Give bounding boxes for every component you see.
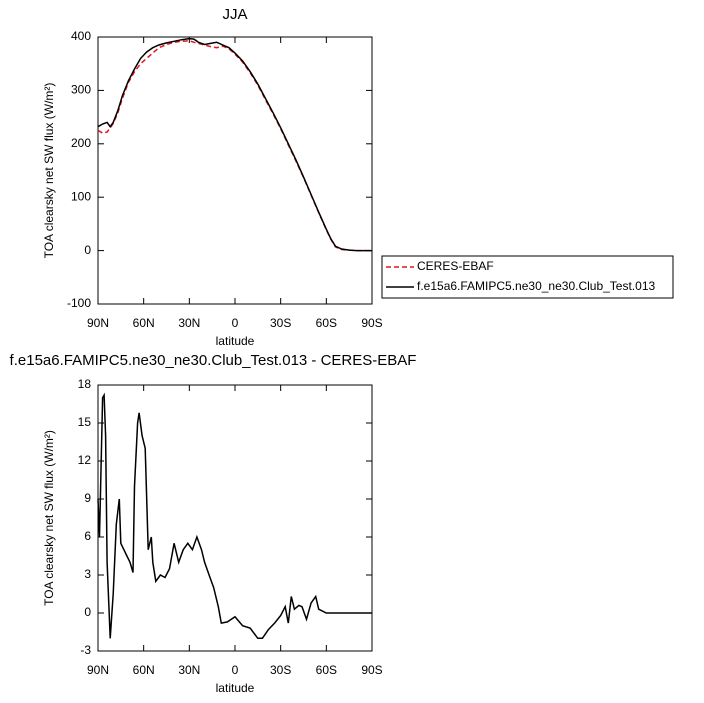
y-tick-label: 6: [84, 529, 91, 543]
legend-box: [381, 255, 674, 299]
y-tick-label: 18: [78, 377, 92, 391]
y-tick-label: -3: [80, 643, 91, 657]
legend-label: f.e15a6.FAMIPC5.ne30_ne30.Club_Test.013: [417, 279, 655, 293]
x-axis-label: latitude: [216, 334, 255, 348]
y-tick-label: 0: [84, 605, 91, 619]
plot-frame: [97, 384, 373, 652]
y-tick-label: 300: [71, 83, 91, 97]
x-tick-label: 90S: [361, 663, 382, 677]
y-tick-label: 400: [71, 29, 91, 43]
y-tick-label: -100: [67, 296, 91, 310]
x-tick-label: 90S: [361, 316, 382, 330]
legend-label: CERES-EBAF: [417, 259, 494, 273]
x-axis-label: latitude: [216, 681, 255, 695]
y-tick-label: 3: [84, 567, 91, 581]
chart-title: JJA: [222, 6, 247, 23]
y-tick-label: 12: [78, 453, 92, 467]
x-tick-label: 0: [232, 316, 239, 330]
x-tick-label: 60N: [133, 663, 155, 677]
x-tick-label: 0: [232, 663, 239, 677]
x-tick-label: 60S: [316, 316, 337, 330]
y-axis-label: TOA clearsky net SW flux (W/m²): [42, 83, 56, 259]
x-tick-label: 90N: [87, 316, 109, 330]
x-tick-label: 30N: [178, 663, 200, 677]
x-tick-label: 90N: [87, 663, 109, 677]
y-tick-label: 15: [78, 415, 92, 429]
y-tick-label: 9: [84, 491, 91, 505]
x-tick-label: 30S: [270, 316, 291, 330]
x-tick-label: 30N: [178, 316, 200, 330]
y-axis-label: TOA clearsky net SW flux (W/m²): [42, 430, 56, 606]
chart-title: f.e15a6.FAMIPC5.ne30_ne30.Club_Test.013 …: [10, 352, 417, 369]
x-tick-label: 60N: [133, 316, 155, 330]
data-line: [97, 39, 372, 252]
x-tick-label: 60S: [316, 663, 337, 677]
data-line: [97, 37, 372, 252]
x-tick-label: 30S: [270, 663, 291, 677]
data-line: [97, 392, 372, 640]
y-tick-label: 200: [71, 136, 91, 150]
y-tick-label: 100: [71, 189, 91, 203]
plot-frame: [97, 36, 373, 305]
y-tick-label: 0: [84, 243, 91, 257]
